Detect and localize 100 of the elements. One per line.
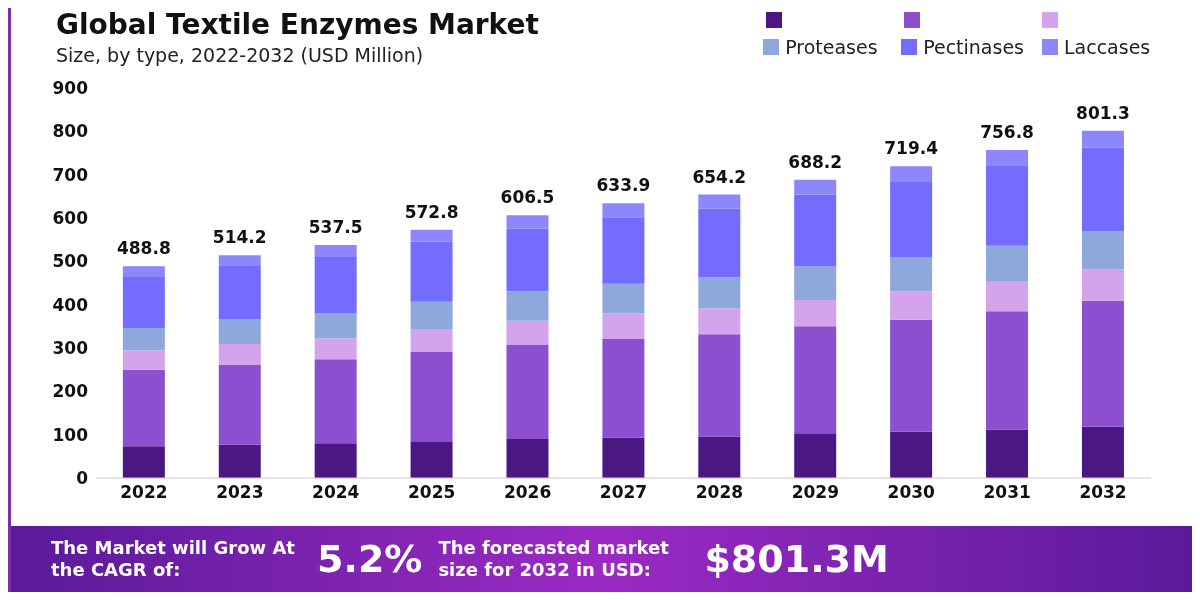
y-tick-label: 700 — [52, 164, 89, 185]
total-label: 719.4 — [884, 138, 939, 159]
bar — [890, 182, 933, 257]
bar — [218, 266, 261, 320]
y-tick-label: 200 — [52, 381, 89, 402]
chart-title: Global Textile Enzymes Market — [56, 8, 539, 41]
bar — [314, 443, 357, 478]
x-tick-label: 2022 — [120, 482, 168, 503]
bar — [506, 344, 549, 439]
total-label: 756.8 — [980, 122, 1034, 143]
text: The forecasted market size for 2032 in USD: — [438, 537, 670, 581]
bar — [602, 313, 645, 339]
bar — [602, 217, 645, 284]
bar — [986, 281, 1029, 312]
text: $801.3M — [704, 537, 889, 581]
x-tick-label: 2032 — [1079, 482, 1127, 503]
text: 5.2% — [317, 537, 423, 581]
bar — [794, 266, 837, 300]
bar — [602, 203, 645, 218]
bar — [410, 441, 453, 478]
bar — [890, 431, 933, 478]
bar — [410, 328, 453, 352]
bar — [410, 351, 453, 442]
bar — [794, 299, 837, 327]
bar — [986, 429, 1029, 478]
bar — [1081, 269, 1124, 301]
x-tick-label: 2026 — [503, 482, 552, 503]
bar — [122, 446, 165, 478]
total-label: 537.5 — [308, 217, 363, 238]
y-tick-label: 400 — [52, 294, 89, 315]
bar — [794, 326, 837, 434]
bar — [410, 301, 453, 329]
bar — [890, 291, 933, 320]
bar — [410, 241, 453, 302]
bar — [794, 179, 837, 195]
total-label: 514.2 — [212, 227, 267, 248]
bar — [890, 257, 933, 292]
x-tick-label: 2031 — [983, 482, 1031, 503]
x-tick-label: 2030 — [887, 482, 936, 503]
bar — [506, 215, 549, 229]
legend-label: Pectinases — [923, 36, 1024, 58]
total-label: 688.2 — [788, 151, 843, 172]
x-tick-label: 2029 — [791, 482, 839, 503]
bar — [506, 228, 549, 292]
bar — [1081, 426, 1124, 478]
x-tick-label: 2023 — [216, 482, 264, 503]
bar — [890, 319, 933, 432]
bar — [218, 255, 261, 267]
bar — [986, 150, 1029, 166]
bar — [122, 276, 165, 329]
y-tick-label: 100 — [52, 424, 89, 445]
bar — [410, 229, 453, 242]
total-label: 633.9 — [596, 175, 651, 196]
bar — [122, 369, 165, 447]
legend-label: Laccases — [1064, 36, 1151, 58]
bar — [122, 328, 165, 351]
x-tick-label: 2024 — [312, 482, 360, 503]
legend-label: Proteases — [785, 36, 878, 58]
bar — [314, 312, 357, 339]
bar — [698, 208, 741, 278]
chart-subtitle: Size, by type, 2022-2032 (USD Million) — [56, 44, 424, 66]
total-label: 606.5 — [500, 187, 555, 208]
bar — [1081, 300, 1124, 427]
bar — [986, 245, 1029, 282]
bar — [698, 436, 741, 478]
bar — [218, 364, 261, 445]
bar — [890, 166, 933, 183]
bar — [794, 194, 837, 267]
bar — [506, 320, 549, 345]
bar — [986, 166, 1029, 246]
bar — [314, 257, 357, 313]
bar — [698, 277, 741, 309]
y-tick-label: 800 — [52, 121, 89, 142]
bar — [1081, 231, 1124, 270]
bar — [218, 444, 261, 478]
bar — [986, 311, 1029, 430]
bar — [602, 437, 645, 478]
y-tick-label: 600 — [52, 208, 89, 229]
bar — [1081, 147, 1124, 232]
total-label: 801.3 — [1076, 102, 1130, 123]
bar — [698, 334, 741, 437]
bar — [122, 350, 165, 370]
x-tick-label: 2028 — [695, 482, 744, 503]
x-tick-label: 2027 — [599, 482, 648, 503]
x-tick-label: 2025 — [408, 482, 456, 503]
bar — [218, 319, 261, 345]
bar — [506, 439, 549, 478]
bar — [122, 266, 165, 277]
bar — [314, 245, 357, 257]
bar — [794, 433, 837, 478]
bar — [314, 359, 357, 444]
bar — [506, 291, 549, 321]
y-tick-label: 0 — [76, 468, 89, 489]
total-label: 572.8 — [404, 201, 459, 222]
bar — [698, 194, 741, 209]
bar — [602, 338, 645, 438]
total-label: 654.2 — [692, 166, 747, 187]
total-label: 488.8 — [116, 238, 171, 259]
y-tick-label: 500 — [52, 251, 89, 272]
bar — [698, 308, 741, 335]
